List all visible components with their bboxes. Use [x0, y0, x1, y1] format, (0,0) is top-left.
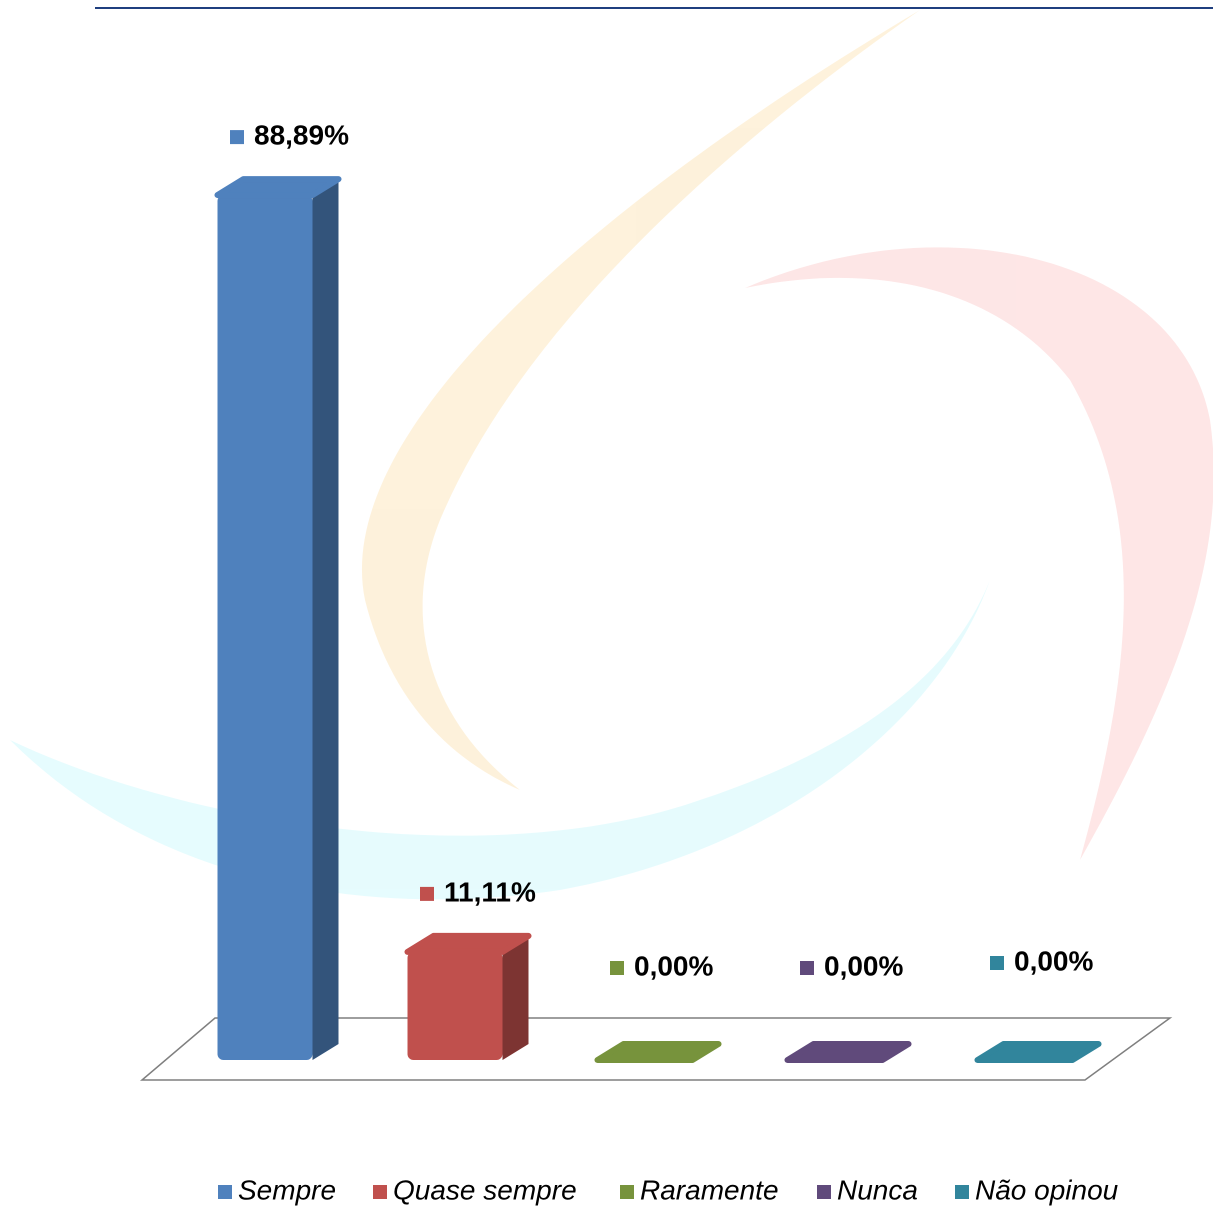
- bar-side-shade: [502, 935, 529, 1060]
- data-label: 0,00%: [634, 950, 713, 981]
- legend-label: Sempre: [238, 1174, 336, 1205]
- label-marker: [610, 961, 624, 975]
- bar-side: [502, 935, 529, 1060]
- bar-top: [784, 1041, 912, 1063]
- legend-label: Não opinou: [975, 1174, 1119, 1205]
- legend-marker: [218, 1185, 232, 1199]
- bar: [217, 195, 313, 1061]
- bar-top: [404, 932, 532, 955]
- label-marker: [230, 130, 244, 145]
- label-marker: [990, 956, 1004, 970]
- background-swooshes: [10, 10, 1213, 900]
- legend-marker: [620, 1185, 634, 1199]
- bar-top: [214, 176, 342, 199]
- label-marker: [800, 961, 814, 975]
- data-label: 11,11%: [444, 876, 536, 907]
- bar: [407, 951, 503, 1060]
- bar-top: [974, 1041, 1102, 1063]
- legend-label: Quase sempre: [393, 1174, 577, 1205]
- legend-marker: [817, 1185, 831, 1199]
- legend-marker: [373, 1185, 387, 1199]
- label-marker: [420, 886, 434, 901]
- data-label: 0,00%: [1014, 945, 1093, 976]
- data-label: 88,89%: [254, 119, 349, 150]
- legend-label: Raramente: [640, 1174, 779, 1205]
- data-label: 0,00%: [824, 950, 903, 981]
- legend-marker: [955, 1185, 969, 1199]
- legend-label: Nunca: [837, 1174, 918, 1205]
- bar-side: [312, 179, 339, 1061]
- bar-top: [594, 1041, 722, 1063]
- bar-side-shade: [312, 179, 339, 1061]
